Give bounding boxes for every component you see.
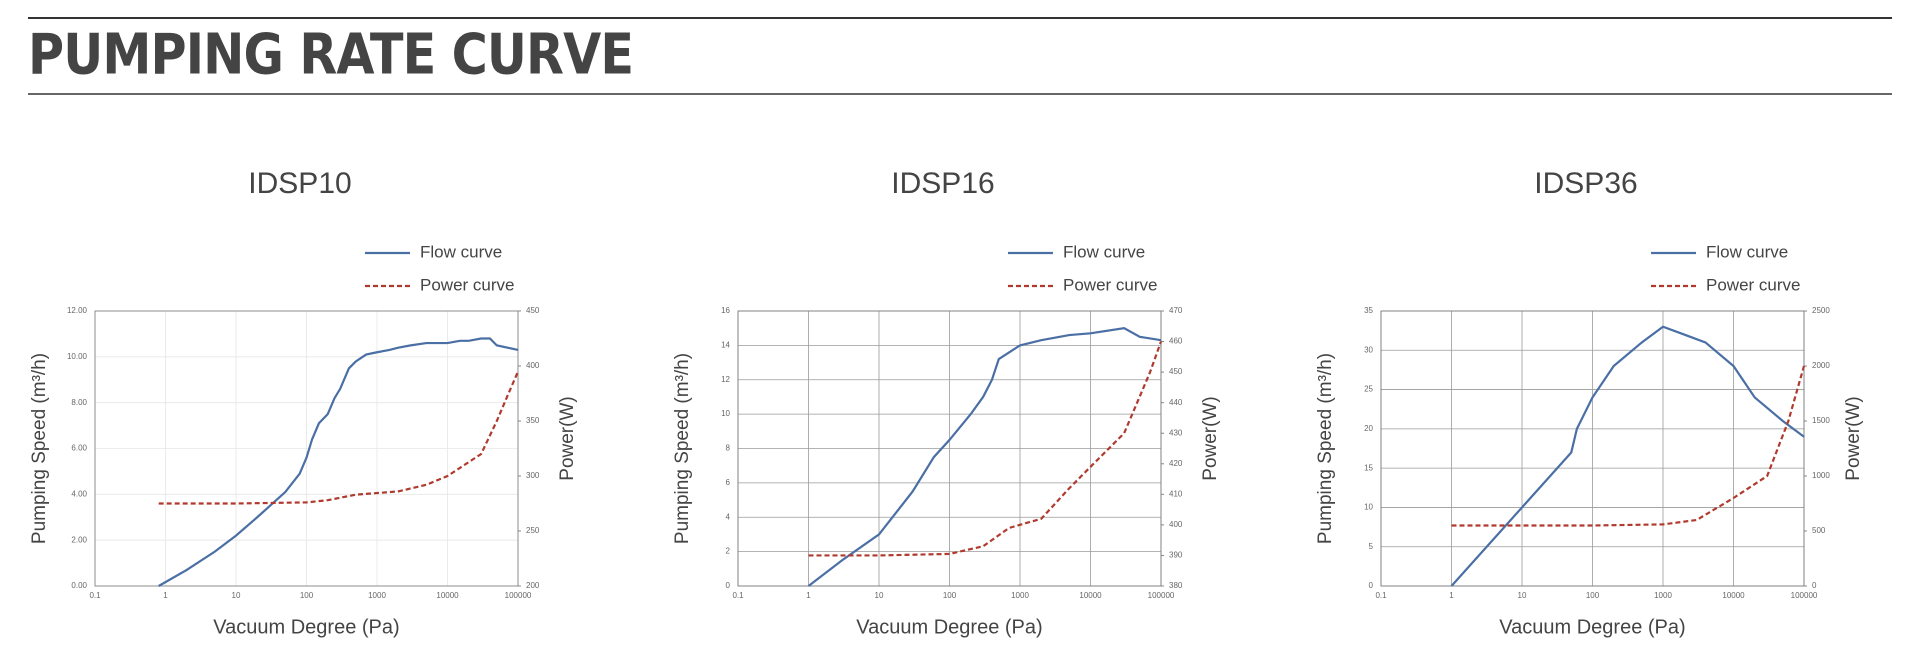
chart-title: IDSP10 xyxy=(248,167,351,200)
y2-axis-label: Power(W) xyxy=(1843,396,1864,480)
series-line xyxy=(158,337,519,587)
y-tick-label: 35 xyxy=(1364,306,1373,315)
series-line xyxy=(807,327,1162,587)
x-tick-label: 1000 xyxy=(1011,591,1029,600)
x-tick-label: 10000 xyxy=(436,591,459,600)
y-tick-label: 12.00 xyxy=(67,306,88,315)
y-tick-label: 4.00 xyxy=(71,489,87,498)
y-tick-label: 0.00 xyxy=(71,581,87,590)
x-tick-label: 1 xyxy=(806,591,811,600)
y2-tick-label: 500 xyxy=(1812,526,1826,535)
y2-tick-label: 470 xyxy=(1169,306,1183,315)
y2-tick-label: 430 xyxy=(1169,428,1183,437)
y-tick-label: 0 xyxy=(726,581,731,590)
y-tick-label: 6 xyxy=(726,478,731,487)
y2-tick-label: 250 xyxy=(526,526,540,535)
y2-tick-label: 400 xyxy=(526,361,540,370)
y2-tick-label: 400 xyxy=(1169,520,1183,529)
y2-tick-label: 410 xyxy=(1169,489,1183,498)
x-axis-label: Vacuum Degree (Pa) xyxy=(856,616,1042,638)
x-tick-label: 10 xyxy=(875,591,884,600)
y-tick-label: 6.00 xyxy=(71,444,87,453)
series-line xyxy=(808,341,1163,557)
y2-tick-label: 0 xyxy=(1812,581,1817,590)
y-tick-label: 14 xyxy=(721,340,730,349)
chart-title: IDSP16 xyxy=(891,167,994,200)
y-tick-label: 10 xyxy=(1364,503,1373,512)
y-tick-label: 20 xyxy=(1364,424,1373,433)
x-axis-label: Vacuum Degree (Pa) xyxy=(1499,616,1685,638)
y2-tick-label: 1000 xyxy=(1812,471,1830,480)
x-tick-label: 10000 xyxy=(1079,591,1102,600)
x-tick-label: 0.1 xyxy=(732,591,744,600)
x-tick-label: 1000 xyxy=(368,591,386,600)
y2-tick-label: 450 xyxy=(526,306,540,315)
legend-label: Flow curve xyxy=(420,242,502,261)
legend-label: Power curve xyxy=(1063,275,1157,294)
y2-tick-label: 450 xyxy=(1169,367,1183,376)
y-tick-label: 10.00 xyxy=(67,352,88,361)
y-tick-label: 15 xyxy=(1364,463,1373,472)
x-tick-label: 100 xyxy=(300,591,314,600)
x-tick-label: 100 xyxy=(943,591,957,600)
y-tick-label: 8.00 xyxy=(71,398,87,407)
legend-label: Flow curve xyxy=(1063,242,1145,261)
y2-tick-label: 390 xyxy=(1169,551,1183,560)
y2-axis-label: Power(W) xyxy=(1200,396,1221,480)
y-tick-label: 2 xyxy=(726,547,731,556)
x-tick-label: 100000 xyxy=(1791,591,1818,600)
x-tick-label: 100000 xyxy=(1148,591,1175,600)
y-tick-label: 16 xyxy=(721,306,730,315)
y2-axis-label: Power(W) xyxy=(557,396,578,480)
x-tick-label: 0.1 xyxy=(89,591,101,600)
legend-label: Power curve xyxy=(1706,275,1800,294)
page-title: PUMPING RATE CURVE xyxy=(28,23,633,88)
x-tick-label: 10000 xyxy=(1722,591,1745,600)
y-tick-label: 8 xyxy=(726,444,731,453)
y-axis-label: Pumping Speed (m³/h) xyxy=(29,353,50,544)
y2-tick-label: 440 xyxy=(1169,398,1183,407)
chart-title: IDSP36 xyxy=(1534,167,1637,200)
y2-tick-label: 2000 xyxy=(1812,361,1830,370)
plot-frame xyxy=(737,310,1162,587)
y-tick-label: 0 xyxy=(1369,581,1374,590)
x-tick-label: 10 xyxy=(1518,591,1527,600)
series-line xyxy=(1451,365,1806,527)
y-tick-label: 25 xyxy=(1364,385,1373,394)
x-tick-label: 1 xyxy=(163,591,168,600)
plot-frame xyxy=(94,310,519,587)
y-tick-label: 12 xyxy=(721,375,730,384)
y2-tick-label: 200 xyxy=(526,581,540,590)
y-axis-label: Pumping Speed (m³/h) xyxy=(672,353,693,544)
x-tick-label: 1 xyxy=(1449,591,1454,600)
y-tick-label: 5 xyxy=(1369,542,1374,551)
y2-tick-label: 2500 xyxy=(1812,306,1830,315)
y2-tick-label: 380 xyxy=(1169,581,1183,590)
y2-tick-label: 420 xyxy=(1169,459,1183,468)
y2-tick-label: 300 xyxy=(526,471,540,480)
series-line xyxy=(1450,325,1805,587)
y2-tick-label: 350 xyxy=(526,416,540,425)
y-tick-label: 10 xyxy=(721,409,730,418)
y2-tick-label: 1500 xyxy=(1812,416,1830,425)
plot-frame xyxy=(1380,310,1805,587)
x-tick-label: 100000 xyxy=(505,591,532,600)
x-tick-label: 10 xyxy=(232,591,241,600)
legend-label: Flow curve xyxy=(1706,242,1788,261)
y-tick-label: 4 xyxy=(726,512,731,521)
x-tick-label: 0.1 xyxy=(1375,591,1387,600)
x-axis-label: Vacuum Degree (Pa) xyxy=(213,616,399,638)
y-tick-label: 2.00 xyxy=(71,535,87,544)
y2-tick-label: 460 xyxy=(1169,337,1183,346)
x-tick-label: 1000 xyxy=(1654,591,1672,600)
y-axis-label: Pumping Speed (m³/h) xyxy=(1315,353,1336,544)
y-tick-label: 30 xyxy=(1364,345,1373,354)
series-line xyxy=(158,371,520,505)
x-tick-label: 100 xyxy=(1586,591,1600,600)
legend-label: Power curve xyxy=(420,275,514,294)
